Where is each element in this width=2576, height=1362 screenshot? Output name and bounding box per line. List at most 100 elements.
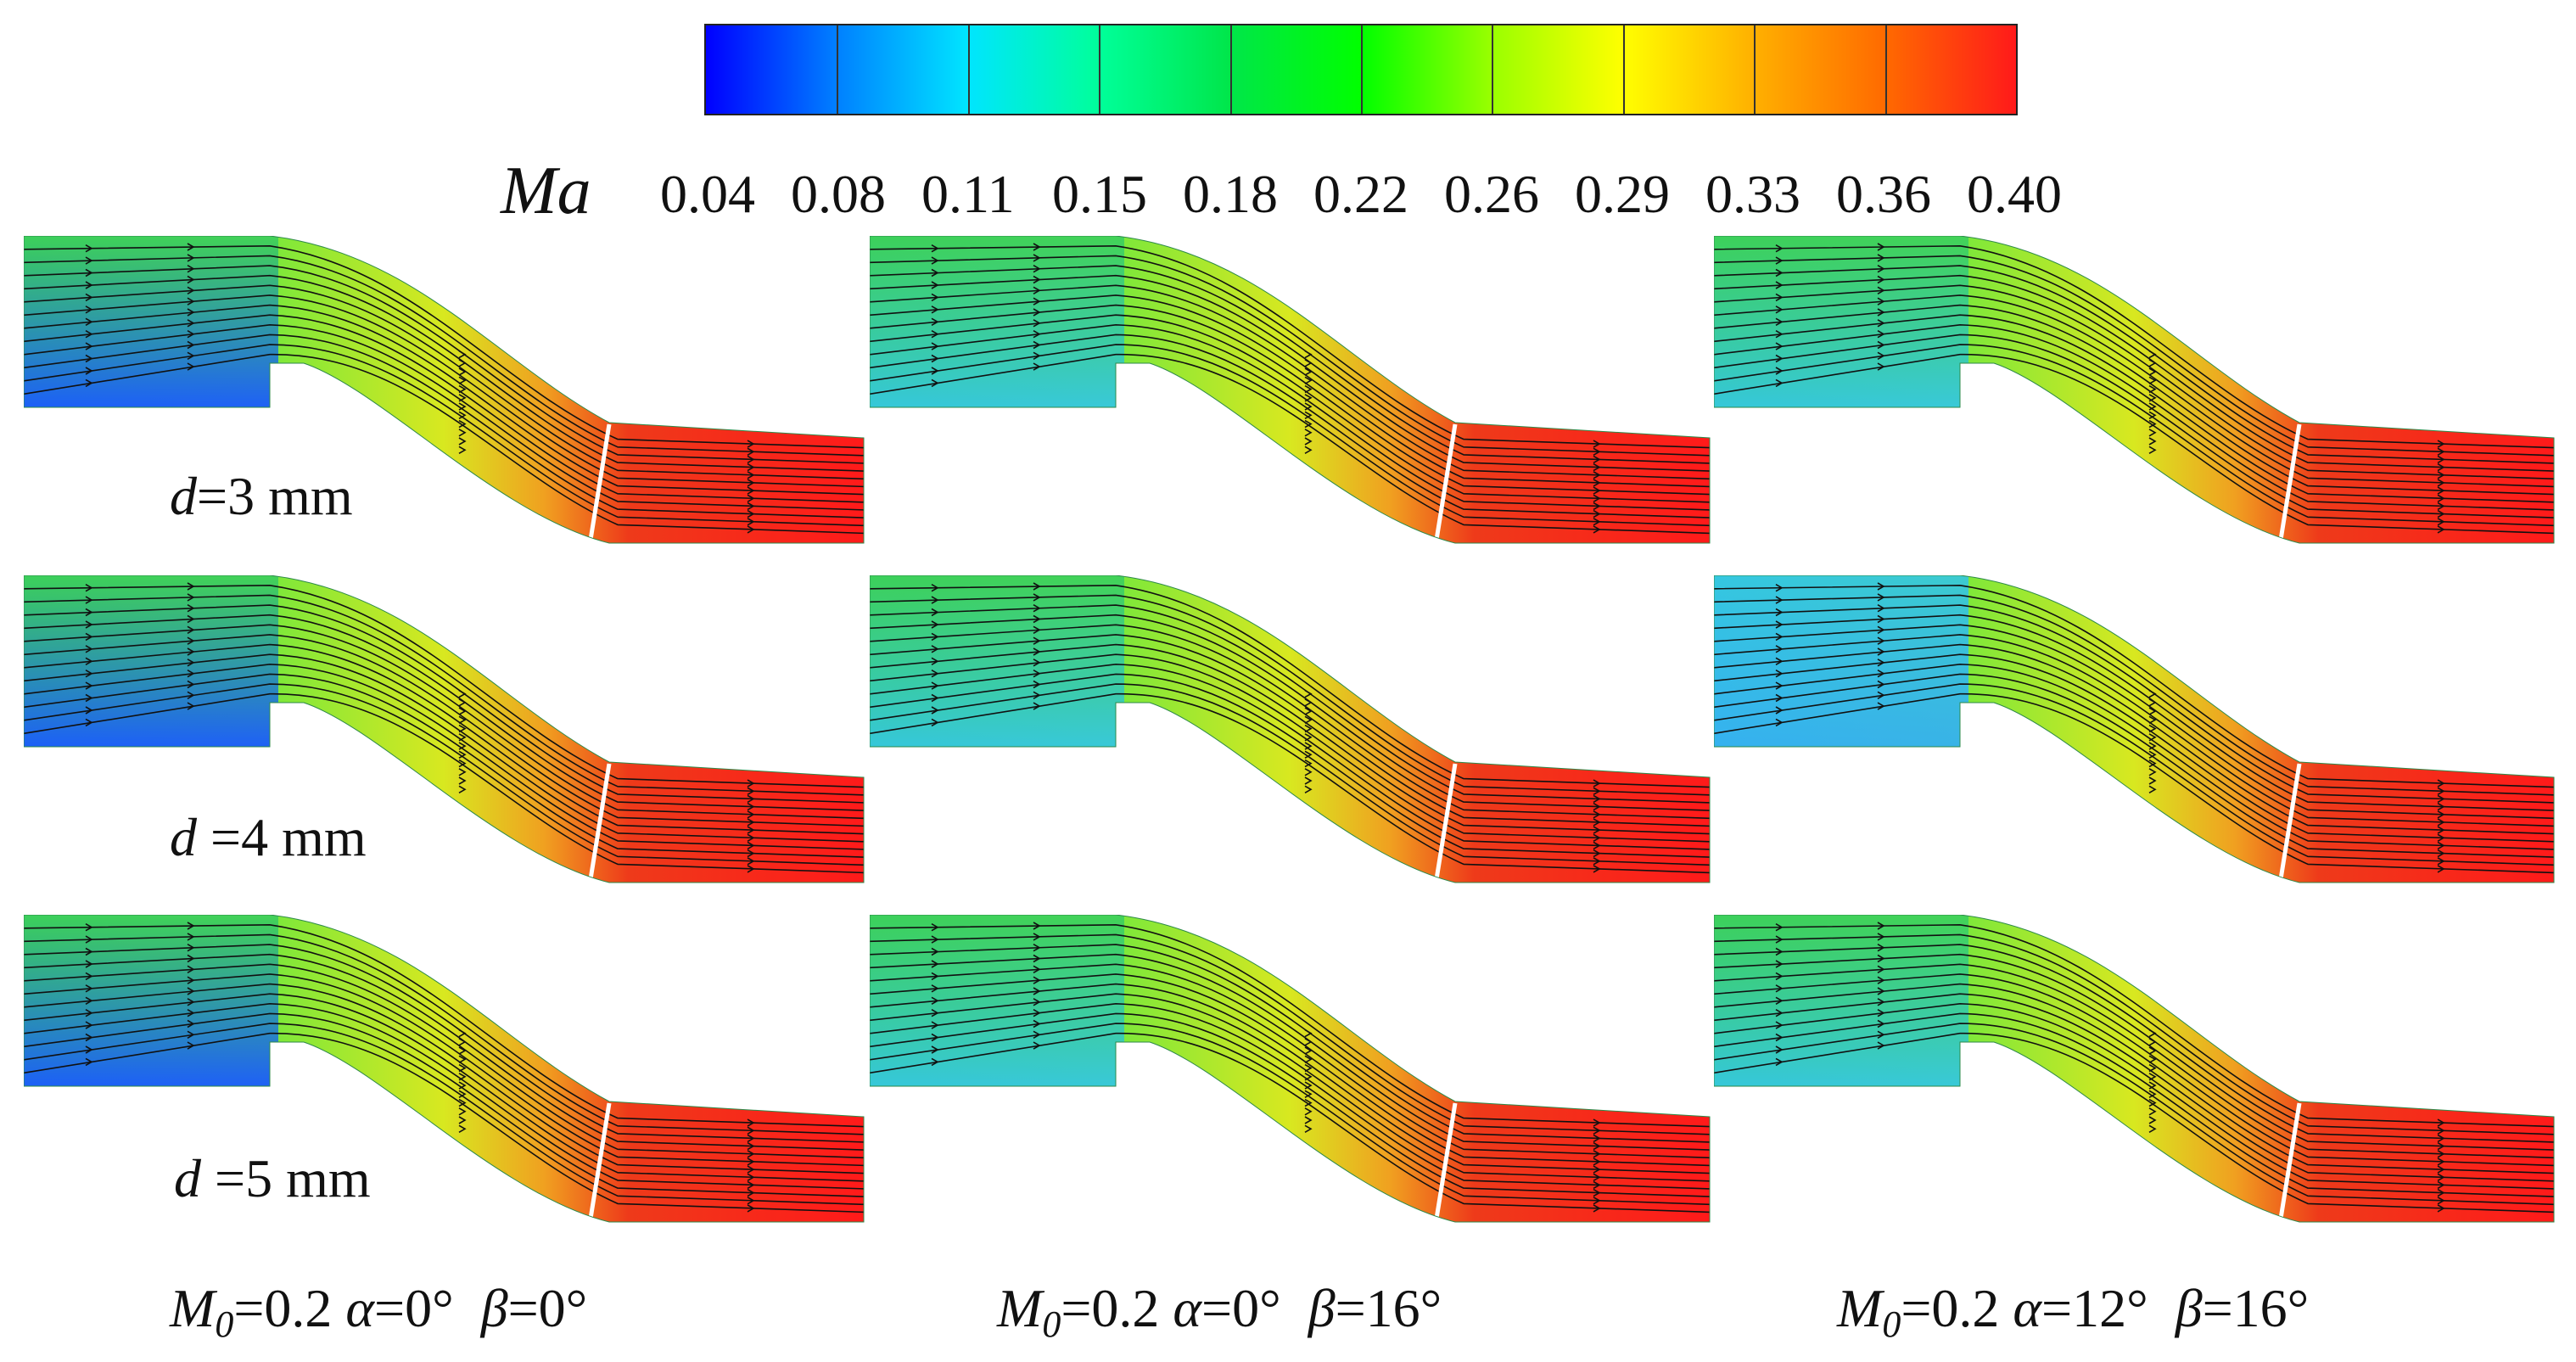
streamline-arrow — [1775, 996, 1784, 1005]
streamline-arrow — [85, 984, 93, 993]
streamline-arrow — [931, 1045, 939, 1054]
streamline-panel — [1714, 575, 2562, 915]
streamline-arrow — [1877, 340, 1885, 350]
streamline-arrow — [747, 833, 755, 842]
streamline — [870, 333, 1710, 518]
streamline — [1714, 255, 2554, 457]
streamline-arrow — [2148, 750, 2157, 759]
streamline-arrow — [747, 1180, 755, 1190]
streamline — [1714, 265, 2554, 464]
streamline-arrow — [2437, 779, 2445, 787]
streamline-arrow — [747, 849, 755, 858]
streamline-arrow — [187, 933, 195, 941]
streamline — [24, 304, 864, 496]
streamline-arrow — [2148, 1055, 2157, 1063]
streamline-arrow — [85, 645, 93, 653]
streamline — [870, 353, 1710, 535]
streamline-arrow — [747, 479, 755, 487]
streamline — [1714, 323, 2554, 511]
streamline — [1714, 604, 2554, 804]
streamline-arrow — [1877, 659, 1885, 667]
streamline-arrow — [85, 305, 93, 314]
duct-wall — [24, 915, 865, 1223]
streamline-arrow — [1033, 297, 1041, 305]
streamline — [1714, 594, 2554, 796]
streamline — [870, 683, 1710, 866]
streamline-arrow — [2148, 446, 2157, 454]
streamline-arrow — [187, 1009, 195, 1017]
streamline-arrow — [85, 281, 93, 289]
streamline-arrow — [2437, 509, 2445, 518]
streamline — [870, 933, 1710, 1135]
streamline — [870, 344, 1710, 527]
streamline-arrow — [2148, 785, 2157, 793]
streamline-arrow — [2148, 437, 2157, 446]
streamline-arrow — [187, 625, 195, 634]
streamline-arrow — [1593, 525, 1601, 534]
streamline-arrow — [2148, 429, 2157, 437]
streamline-arrow — [1775, 706, 1784, 715]
streamline — [870, 244, 1710, 449]
streamline-arrow — [931, 670, 939, 678]
duct-wall — [24, 575, 865, 883]
streamline-arrow — [1877, 1041, 1885, 1050]
streamline-arrow — [187, 670, 195, 678]
streamline-arrow — [187, 297, 195, 305]
duct-wall — [870, 236, 1711, 544]
streamline-arrow — [458, 419, 467, 429]
streamline-arrow — [187, 691, 195, 699]
streamline-arrow — [1033, 286, 1041, 294]
streamline-arrow — [2148, 419, 2157, 429]
streamline-arrow — [1877, 275, 1885, 284]
duct-wall — [870, 915, 1711, 1223]
streamline-arrow — [2437, 1141, 2445, 1151]
streamline — [870, 963, 1710, 1159]
blade-row-gap — [588, 1102, 612, 1219]
streamline-arrow — [1593, 1126, 1601, 1135]
streamline-arrow — [1775, 268, 1784, 277]
streamline-arrow — [2437, 440, 2445, 448]
streamline-arrow — [1775, 645, 1784, 653]
streamline — [870, 323, 1710, 511]
streamline — [870, 634, 1710, 827]
streamline-arrow — [1775, 960, 1784, 968]
streamline-arrow — [1775, 947, 1784, 956]
streamline-arrow — [187, 319, 195, 328]
streamline — [870, 953, 1710, 1151]
streamline-arrow — [85, 632, 93, 642]
streamline-arrow — [1775, 293, 1784, 302]
streamline — [870, 314, 1710, 503]
streamline-arrow — [2437, 1118, 2445, 1127]
streamline-arrow — [931, 972, 939, 981]
streamline — [24, 983, 864, 1174]
colorbar-tick-line — [1099, 25, 1101, 114]
streamline — [1714, 953, 2554, 1151]
streamline-arrow — [187, 1019, 195, 1029]
streamline-panel — [1714, 236, 2562, 575]
streamline-arrow — [1775, 1009, 1784, 1017]
streamline-arrow — [1593, 509, 1601, 518]
streamline — [1714, 1012, 2554, 1197]
streamline-arrow — [2148, 715, 2157, 724]
streamline-arrow — [1775, 378, 1784, 388]
streamline-arrow — [1304, 1090, 1313, 1098]
streamline-arrow — [747, 1118, 755, 1127]
streamline-arrow — [1877, 647, 1885, 656]
streamline-arrow — [85, 1057, 93, 1067]
streamline-arrow — [1775, 317, 1784, 326]
streamline-arrow — [1033, 275, 1041, 284]
streamline — [1714, 983, 2554, 1174]
colorbar-tick-line — [1622, 25, 1625, 114]
colorbar-tick-line — [837, 25, 839, 114]
streamline-arrow — [1593, 810, 1601, 819]
streamline-arrow — [747, 494, 755, 502]
streamline-arrow — [187, 351, 195, 360]
inlet-cavity-field — [1714, 236, 1968, 407]
streamline-arrow — [187, 593, 195, 602]
streamline-arrow — [2148, 1107, 2157, 1116]
streamline-arrow — [1775, 244, 1784, 253]
streamline-arrow — [458, 1124, 467, 1133]
streamline-arrow — [1775, 354, 1784, 363]
streamline — [24, 643, 864, 835]
streamline-arrow — [85, 996, 93, 1005]
